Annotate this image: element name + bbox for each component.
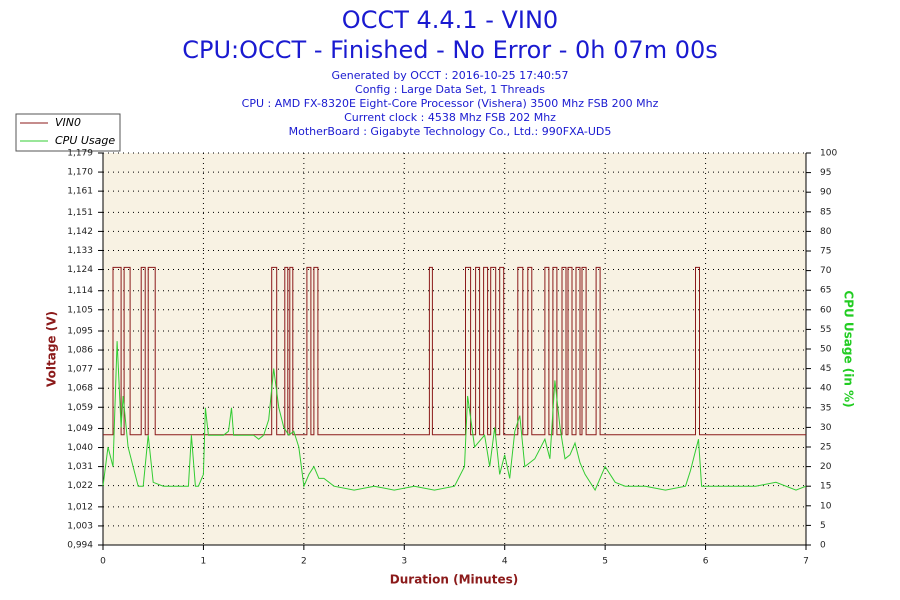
legend-label: VIN0 — [55, 116, 81, 129]
y-tick-label: 1,095 — [67, 326, 93, 336]
y-tick-label: 1,031 — [67, 462, 93, 472]
y2-tick-label: 75 — [820, 247, 831, 257]
y2-tick-label: 100 — [820, 149, 837, 159]
y2-tick-label: 85 — [820, 207, 831, 217]
x-tick-label: 5 — [602, 557, 608, 567]
info-line: Generated by OCCT : 2016-10-25 17:40:57 — [331, 69, 568, 82]
y-tick-label: 1,151 — [67, 208, 93, 218]
y2-tick-label: 95 — [820, 168, 831, 178]
info-line: Config : Large Data Set, 1 Threads — [355, 83, 545, 96]
y-tick-label: 0,994 — [67, 541, 93, 551]
y-tick-label: 1,161 — [67, 187, 93, 197]
y-tick-label: 1,179 — [67, 149, 93, 159]
y-tick-label: 1,124 — [67, 265, 93, 275]
y-tick-label: 1,105 — [67, 305, 93, 315]
y2-tick-label: 10 — [820, 501, 832, 511]
y-tick-label: 1,077 — [67, 365, 93, 375]
x-tick-label: 3 — [401, 557, 407, 567]
y2-tick-label: 70 — [820, 266, 832, 276]
x-tick-label: 7 — [803, 557, 809, 567]
y2-tick-label: 50 — [820, 345, 832, 355]
y2-tick-label: 55 — [820, 325, 831, 335]
y2-tick-label: 15 — [820, 482, 831, 492]
y2-tick-label: 5 — [820, 521, 826, 531]
y2-tick-label: 30 — [820, 423, 832, 433]
series-line — [102, 341, 807, 492]
plot-area — [103, 153, 806, 545]
y-tick-label: 1,142 — [67, 227, 93, 237]
chart-title: OCCT 4.4.1 - VIN0 — [342, 6, 558, 34]
legend-label: CPU Usage — [55, 134, 115, 147]
y-tick-label: 1,059 — [67, 403, 93, 413]
x-axis-label: Duration (Minutes) — [390, 573, 518, 587]
y2-tick-label: 80 — [820, 227, 832, 237]
y-tick-label: 1,049 — [67, 424, 93, 434]
y2-tick-label: 60 — [820, 305, 832, 315]
info-line: MotherBoard : Gigabyte Technology Co., L… — [289, 125, 612, 138]
y2-tick-label: 90 — [820, 188, 832, 198]
y-tick-label: 1,170 — [67, 168, 93, 178]
y-tick-label: 1,022 — [67, 481, 93, 491]
y-tick-label: 1,003 — [67, 521, 93, 531]
x-tick-label: 2 — [301, 557, 307, 567]
x-tick-label: 1 — [201, 557, 207, 567]
y2-axis-label: CPU Usage (in %) — [842, 290, 856, 407]
y-tick-label: 1,086 — [67, 346, 93, 356]
info-line: CPU : AMD FX-8320E Eight-Core Processor … — [242, 97, 659, 110]
y-tick-label: 1,012 — [67, 502, 93, 512]
x-tick-label: 6 — [703, 557, 709, 567]
info-line: Current clock : 4538 Mhz FSB 202 Mhz — [344, 111, 556, 124]
y2-tick-label: 25 — [820, 443, 831, 453]
y2-tick-label: 65 — [820, 286, 831, 296]
y2-tick-label: 20 — [820, 462, 832, 472]
x-tick-label: 0 — [100, 557, 106, 567]
y2-tick-label: 40 — [820, 384, 832, 394]
chart-subtitle: CPU:OCCT - Finished - No Error - 0h 07m … — [182, 36, 718, 64]
y-tick-label: 1,068 — [67, 384, 93, 394]
legend-box — [15, 113, 121, 152]
y-axis-label: Voltage (V) — [45, 311, 59, 387]
y2-tick-label: 0 — [820, 541, 826, 551]
y-tick-label: 1,040 — [67, 443, 93, 453]
x-tick-label: 4 — [502, 557, 508, 567]
y2-tick-label: 45 — [820, 364, 831, 374]
y-tick-label: 1,133 — [67, 246, 93, 256]
y2-tick-label: 35 — [820, 403, 831, 413]
y-tick-label: 1,114 — [67, 286, 93, 296]
